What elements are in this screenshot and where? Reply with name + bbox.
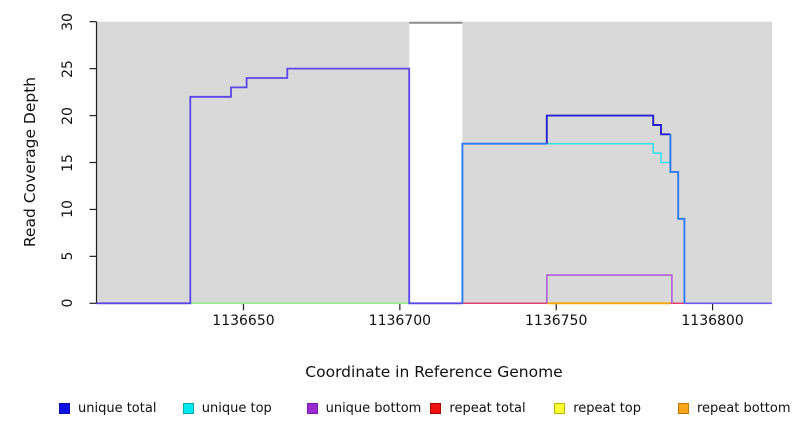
- x-tick-label: 1136750: [525, 313, 588, 329]
- legend-item-unique-bottom: unique bottom: [306, 399, 422, 417]
- plot-background-layer: [96, 21, 772, 304]
- masked-coverage-band: [409, 21, 463, 304]
- legend-item-repeat-bottom: repeat bottom: [678, 399, 791, 417]
- legend-swatch-icon: [678, 402, 689, 414]
- y-tick-label: 20: [60, 106, 76, 125]
- legend-label: unique bottom: [325, 400, 422, 416]
- legend-item-unique-top: unique top: [182, 399, 272, 417]
- legend-swatch-icon: [59, 402, 70, 414]
- y-tick-label: 25: [60, 59, 76, 78]
- legend-label: unique top: [201, 400, 272, 416]
- legend-swatch-icon: [554, 402, 566, 414]
- x-tick-label: 1136650: [212, 313, 275, 329]
- y-tick-label: 15: [60, 153, 76, 172]
- series-unique-bottom: [545, 274, 673, 304]
- series-unique-total-right-plateau: [545, 114, 671, 144]
- legend-item-repeat-total: repeat total: [430, 399, 526, 417]
- series-unique-total-right-rise: [461, 142, 547, 304]
- legend-label: repeat bottom: [697, 400, 791, 416]
- y-tick-label: 0: [60, 298, 76, 308]
- series-unique-total-right-fall: [669, 134, 686, 304]
- legend-swatch-icon: [306, 402, 318, 414]
- legend-label: repeat total: [449, 400, 526, 416]
- y-tick-label: 30: [60, 12, 76, 31]
- x-axis-title: Coordinate in Reference Genome: [305, 363, 563, 381]
- legend-item-unique-total: unique total: [59, 399, 156, 417]
- legend-label: unique total: [78, 400, 157, 416]
- legend-label: repeat top: [573, 400, 641, 416]
- legend-item-repeat-top: repeat top: [554, 399, 641, 417]
- series-unique-top: [546, 142, 671, 164]
- y-tick-label: 5: [60, 251, 76, 261]
- y-tick-label: 10: [60, 200, 76, 219]
- x-tick-label: 1136700: [368, 313, 432, 329]
- series-unique-total-left-block: [96, 67, 463, 305]
- data-series-layer: [96, 67, 772, 305]
- legend-swatch-icon: [182, 402, 194, 414]
- x-tick-label: 1136800: [681, 313, 744, 329]
- legend-swatch-icon: [430, 402, 442, 414]
- y-axis-title: Read Coverage Depth: [21, 76, 39, 248]
